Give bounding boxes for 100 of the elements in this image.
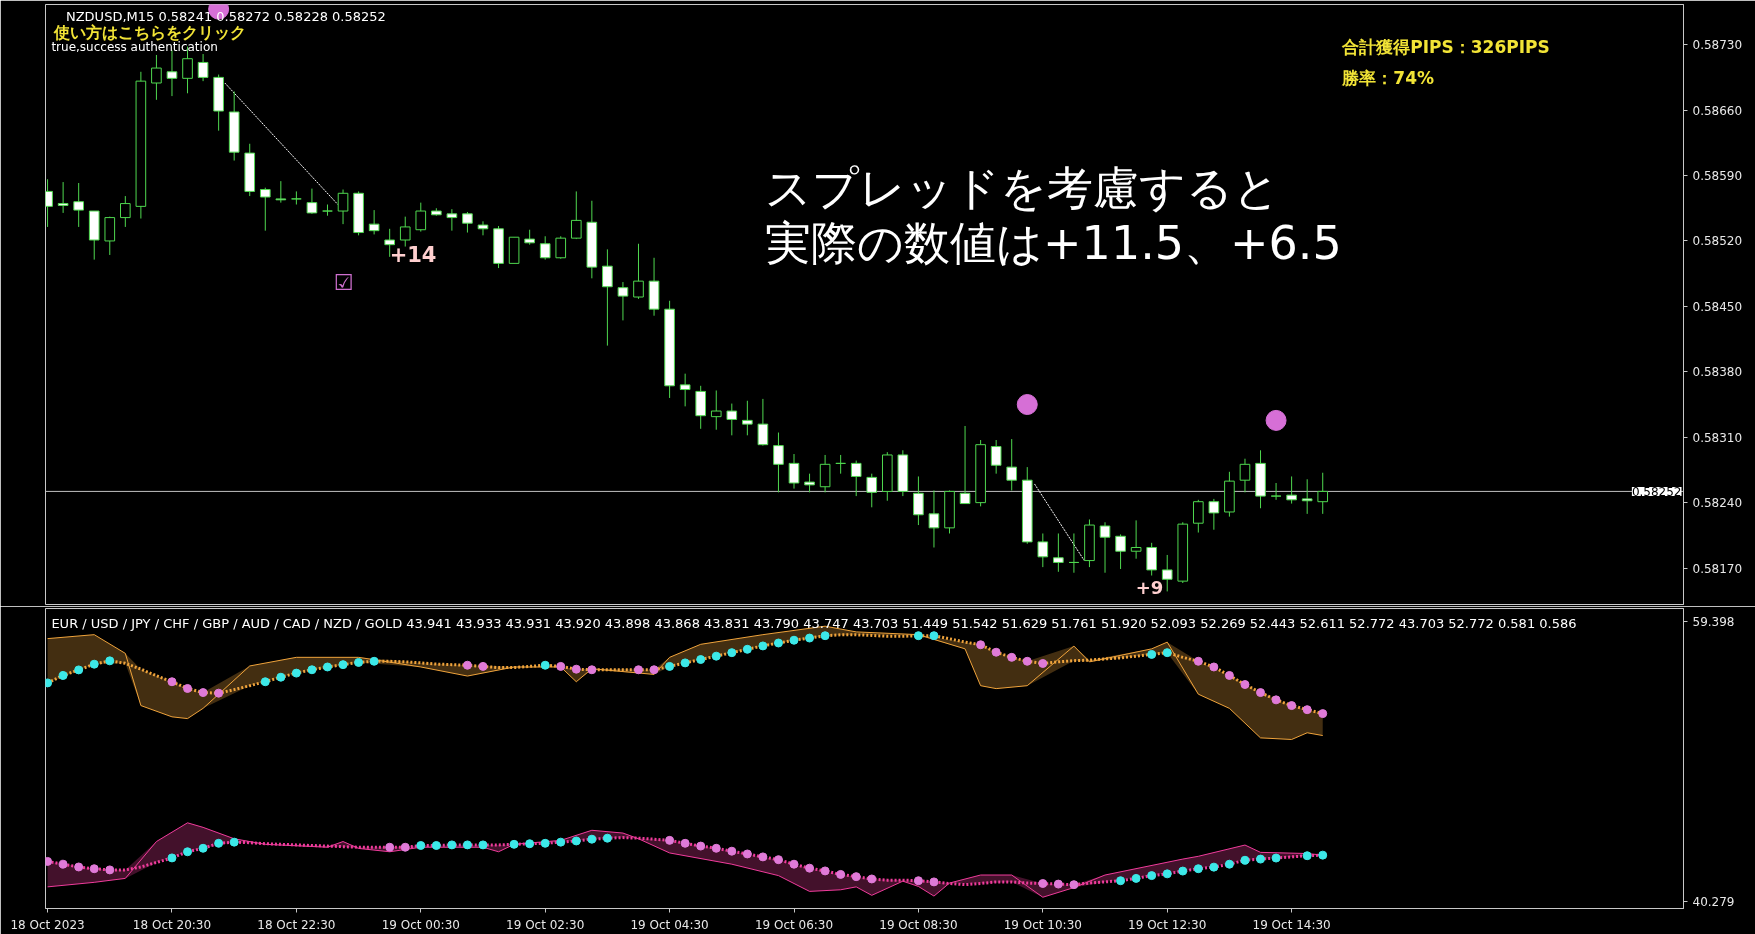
- candlestick: [462, 211, 473, 234]
- point: [680, 658, 690, 668]
- point: [58, 670, 68, 680]
- candlestick: [446, 208, 458, 232]
- x-tick-label: 19 Oct 00:30: [381, 917, 460, 932]
- point: [649, 665, 659, 675]
- y-tick-label: 59.398: [1692, 615, 1735, 630]
- point: [1209, 862, 1219, 872]
- y-tick-label: 0.58380: [1692, 365, 1743, 380]
- point: [105, 865, 115, 875]
- candlestick: [773, 432, 784, 493]
- candlestick: [617, 281, 629, 321]
- point: [742, 849, 752, 859]
- point: [1318, 850, 1328, 860]
- point: [634, 665, 643, 675]
- candlestick: [1037, 532, 1049, 568]
- point: [1318, 709, 1328, 719]
- point: [447, 840, 457, 850]
- candlestick: [679, 373, 691, 407]
- point: [1016, 394, 1038, 415]
- candlestick: [477, 220, 489, 236]
- point: [1302, 851, 1312, 861]
- candlestick: [835, 454, 846, 475]
- y-tick-label: 0.58450: [1692, 299, 1743, 314]
- point: [587, 834, 597, 844]
- candlestick: [928, 489, 940, 548]
- point: [1069, 880, 1079, 890]
- candlestick: [959, 425, 971, 505]
- point: [1256, 688, 1266, 698]
- candlestick: [1099, 521, 1111, 574]
- candlestick: [104, 216, 116, 256]
- point: [1193, 656, 1203, 666]
- point: [462, 840, 472, 850]
- x-tick-label: 18 Oct 20:30: [132, 917, 212, 932]
- candlestick: [399, 216, 411, 248]
- point: [89, 659, 99, 669]
- point: [369, 656, 379, 666]
- text: EUR / USD / JPY / CHF / GBP / AUD / CAD / NZD / GOLD 43.941 43.933 43.931 43.920 43.898 43.868 43.831 43.790 43.747 43.703 51.449 51.542 51.629 51.761 51.920 52.093 52.269 52.443 52.611 52.772 43.703 52.772 0.581 0.586: [51, 616, 1577, 631]
- point: [198, 688, 208, 698]
- candlestick: [1193, 499, 1204, 534]
- point: [602, 833, 612, 843]
- point: [416, 841, 426, 850]
- point: [867, 874, 877, 884]
- candlestick: [913, 475, 924, 526]
- point: [525, 839, 535, 849]
- point: [571, 664, 581, 674]
- x-tick-label: 19 Oct 04:30: [630, 917, 709, 932]
- point: [478, 661, 488, 671]
- point: [789, 859, 799, 869]
- point: [1162, 648, 1172, 658]
- annotation: ☑: [333, 269, 354, 295]
- point: [758, 852, 768, 862]
- x-tick-label: 19 Oct 06:30: [754, 917, 834, 932]
- point: [307, 665, 317, 675]
- annotation: +14: [389, 242, 437, 267]
- chart-title: NZDUSD,M15 0.58241 0.58272 0.58228 0.58252: [65, 9, 386, 24]
- annotation: スプレッドを考慮すると: [765, 160, 1281, 215]
- point: [1131, 873, 1141, 883]
- candlestick: [570, 190, 582, 240]
- point: [1224, 859, 1234, 869]
- point: [1302, 705, 1312, 715]
- point: [1147, 871, 1157, 881]
- candlestick: [1068, 532, 1080, 574]
- candlestick: [57, 181, 69, 214]
- point: [929, 631, 939, 641]
- point: [1038, 879, 1048, 888]
- x-tick-label: 18 Oct 2023: [10, 917, 85, 932]
- candlestick: [804, 473, 815, 493]
- point: [696, 841, 706, 851]
- point: [1022, 656, 1032, 666]
- point: [851, 872, 861, 882]
- point: [58, 859, 68, 869]
- y-tick-label: 0.58520: [1692, 234, 1743, 249]
- point: [509, 839, 519, 849]
- y-tick-label: 40.279: [1692, 894, 1735, 909]
- candlestick: [710, 389, 722, 431]
- y-tick-label: 0.58590: [1692, 169, 1743, 184]
- point: [976, 640, 986, 650]
- point: [742, 644, 752, 654]
- point: [229, 837, 239, 847]
- candlestick: [1161, 554, 1173, 592]
- point: [89, 864, 99, 874]
- y-tick-label: 0.58730: [1692, 38, 1743, 53]
- candlestick: [757, 398, 769, 447]
- point: [805, 633, 815, 643]
- point: [400, 842, 410, 852]
- candlestick: [151, 54, 162, 101]
- point: [478, 840, 488, 850]
- point: [913, 631, 923, 641]
- point: [167, 853, 177, 863]
- point: [431, 841, 441, 850]
- point: [789, 635, 799, 645]
- point: [260, 677, 270, 687]
- ref-line-label: 0.58252: [1631, 484, 1682, 499]
- point: [1162, 869, 1172, 879]
- candlestick: [1006, 438, 1018, 491]
- candlestick: [990, 439, 1002, 475]
- point: [711, 843, 721, 853]
- candlestick: [866, 473, 878, 508]
- point: [74, 862, 84, 872]
